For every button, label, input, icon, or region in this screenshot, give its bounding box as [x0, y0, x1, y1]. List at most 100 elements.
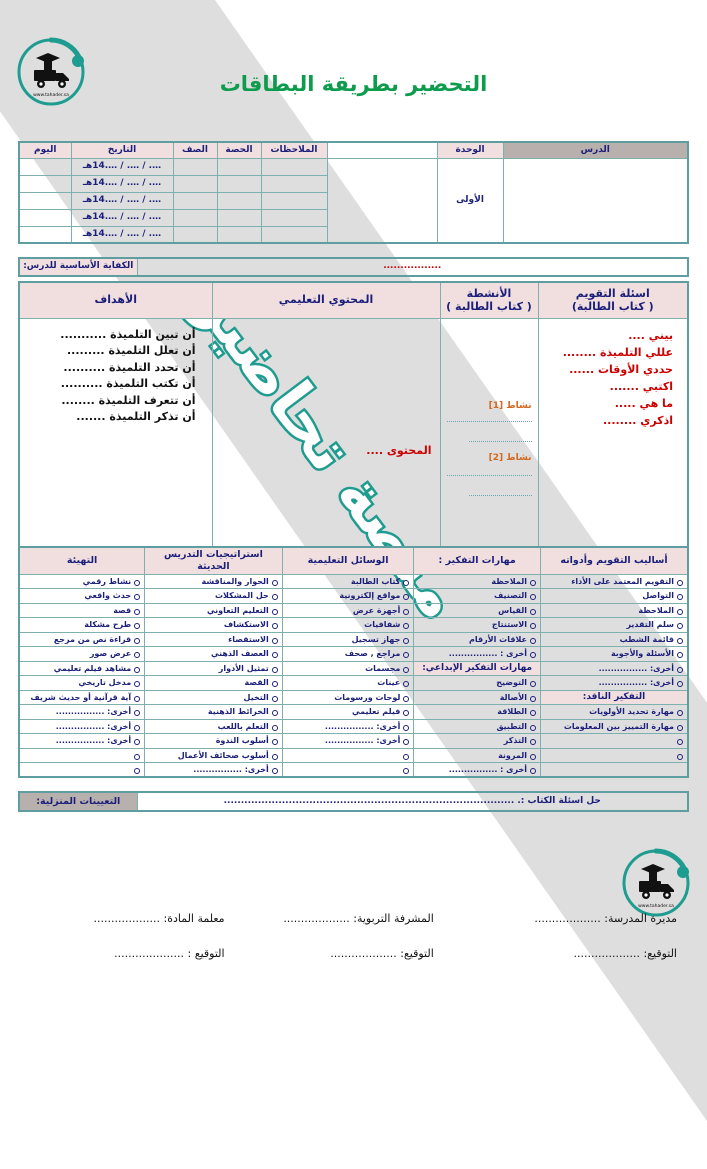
warmup-item-checkbox[interactable]: نشاط رقمي	[18, 573, 146, 590]
teaching-aid-checkbox[interactable]: فيلم تعليمي	[281, 704, 415, 720]
thinking-skill-checkbox[interactable]: أخرى : ................	[413, 646, 541, 662]
day-cell[interactable]	[18, 225, 72, 244]
notes-cell[interactable]	[260, 208, 328, 227]
teaching-aid-checkbox[interactable]	[281, 762, 415, 778]
teaching-aid-checkbox[interactable]: كتاب الطالبة	[281, 573, 415, 590]
thinking-skill-checkbox[interactable]: علاقات الأرقام	[413, 631, 541, 648]
thinking-skill-checkbox[interactable]: القياس	[413, 602, 541, 619]
signature-dots[interactable]: ...................	[93, 912, 160, 925]
period-cell[interactable]	[216, 157, 262, 176]
lesson-value-cell[interactable]	[502, 157, 689, 244]
period-cell[interactable]	[216, 191, 262, 210]
date-cell[interactable]: …. / …. / ….14هـ	[70, 157, 174, 176]
teaching-strategy-checkbox[interactable]: أخرى: ................	[144, 762, 283, 778]
day-cell[interactable]	[18, 157, 72, 176]
date-cell[interactable]: …. / …. / ….14هـ	[70, 174, 174, 193]
teaching-aid-checkbox[interactable]: شفافيات	[281, 617, 415, 633]
warmup-item-checkbox[interactable]: آية قرآنية أو حديث شريف	[18, 689, 146, 706]
notes-cell[interactable]	[260, 174, 328, 193]
warmup-item-checkbox[interactable]	[18, 762, 146, 778]
date-cell[interactable]: …. / …. / ….14هـ	[70, 208, 174, 227]
teaching-strategy-checkbox[interactable]: التخيل	[144, 689, 283, 706]
teaching-aid-checkbox[interactable]	[281, 747, 415, 764]
evaluation-method-checkbox[interactable]	[539, 747, 689, 764]
teaching-strategy-checkbox[interactable]: الخرائط الذهنية	[144, 704, 283, 720]
date-cell[interactable]: …. / …. / ….14هـ	[70, 191, 174, 210]
teaching-aid-checkbox[interactable]: مواقع إلكترونية	[281, 588, 415, 604]
evaluation-method-checkbox[interactable]: الأسئلة والأجوبة	[539, 646, 689, 662]
teaching-aid-checkbox[interactable]: لوحات ورسومات	[281, 689, 415, 706]
teaching-strategy-checkbox[interactable]: الاستكشاف	[144, 617, 283, 633]
teaching-strategy-checkbox[interactable]: الحوار والمناقشة	[144, 573, 283, 590]
warmup-item-checkbox[interactable]: طرح مشكلة	[18, 617, 146, 633]
evaluation-questions-cell[interactable]: بيني .... عللي التلميذة ........ حددي ال…	[537, 317, 689, 564]
signature-dots[interactable]: ...................	[573, 947, 640, 960]
teaching-strategy-checkbox[interactable]: التعلم باللعب	[144, 718, 283, 735]
teaching-aid-checkbox[interactable]: مجسمات	[281, 660, 415, 677]
class-cell[interactable]	[172, 208, 218, 227]
homework-value[interactable]: حل اسئلة الكتاب :. .....................…	[136, 791, 689, 812]
evaluation-method-checkbox[interactable]: سلم التقدير	[539, 617, 689, 633]
evaluation-method-checkbox[interactable]: التقويم المعتمد على الأداء	[539, 573, 689, 590]
teaching-strategy-checkbox[interactable]: التعليم التعاوني	[144, 602, 283, 619]
teaching-aid-checkbox[interactable]: مراجع , صحف	[281, 646, 415, 662]
thinking-skill-checkbox[interactable]: المرونة	[413, 747, 541, 764]
thinking-skill-checkbox[interactable]: التصنيف	[413, 588, 541, 604]
content-cell[interactable]: المحتوى ....	[211, 317, 441, 564]
day-cell[interactable]	[18, 174, 72, 193]
teaching-strategy-checkbox[interactable]: أسلوب الندوة	[144, 733, 283, 749]
thinking-skill-checkbox[interactable]: أخرى : ................	[413, 762, 541, 778]
evaluation-method-checkbox[interactable]: مهارة تحديد الأولويات	[539, 704, 689, 720]
warmup-item-checkbox[interactable]: أخرى: ................	[18, 718, 146, 735]
warmup-item-checkbox[interactable]	[18, 747, 146, 764]
class-cell[interactable]	[172, 225, 218, 244]
activities-cell[interactable]: نشاط [1] نشاط [2]	[439, 317, 539, 564]
notes-cell[interactable]	[260, 225, 328, 244]
warmup-item-checkbox[interactable]: مدخل تاريخي	[18, 675, 146, 691]
notes-cell[interactable]	[260, 157, 328, 176]
day-cell[interactable]	[18, 191, 72, 210]
warmup-item-checkbox[interactable]: أخرى: ................	[18, 704, 146, 720]
teaching-aid-checkbox[interactable]: عينات	[281, 675, 415, 691]
evaluation-method-checkbox[interactable]: مهارة التمييز بين المعلومات	[539, 718, 689, 735]
signature-dots[interactable]: ...................	[330, 947, 397, 960]
teaching-aid-checkbox[interactable]: أجهزة عرض	[281, 602, 415, 619]
warmup-item-checkbox[interactable]: أخرى: ................	[18, 733, 146, 749]
evaluation-method-checkbox[interactable]: التواصل	[539, 588, 689, 604]
signature-dots[interactable]: ...................	[283, 912, 350, 925]
evaluation-method-checkbox[interactable]: الملاحظة	[539, 602, 689, 619]
class-cell[interactable]	[172, 191, 218, 210]
teaching-strategy-checkbox[interactable]: حل المشكلات	[144, 588, 283, 604]
date-cell[interactable]: …. / …. / ….14هـ	[70, 225, 174, 244]
thinking-skill-checkbox[interactable]: الاستنتاج	[413, 617, 541, 633]
evaluation-method-checkbox[interactable]	[539, 733, 689, 749]
signature-dots[interactable]: ...................	[534, 912, 601, 925]
thinking-skill-checkbox[interactable]: الملاحظة	[413, 573, 541, 590]
teaching-strategy-checkbox[interactable]: العصف الذهني	[144, 646, 283, 662]
teaching-aid-checkbox[interactable]: أخرى: ................	[281, 718, 415, 735]
competency-value[interactable]: .................	[136, 257, 689, 277]
unit-value-cell[interactable]: الأولى	[436, 157, 504, 244]
period-cell[interactable]	[216, 174, 262, 193]
goals-cell[interactable]: أن تبين التلميذة ........... أن تعلل الت…	[18, 317, 213, 564]
signature-dots[interactable]: ....................	[114, 947, 185, 960]
evaluation-method-checkbox[interactable]: أخرى: ................	[539, 660, 689, 677]
teaching-strategy-checkbox[interactable]: أسلوب صحائف الأعمال	[144, 747, 283, 764]
class-cell[interactable]	[172, 157, 218, 176]
warmup-item-checkbox[interactable]: مشاهد فيلم تعليمي	[18, 660, 146, 677]
warmup-item-checkbox[interactable]: قصة	[18, 602, 146, 619]
warmup-item-checkbox[interactable]: عرض صور	[18, 646, 146, 662]
thinking-skill-checkbox[interactable]: التطبيق	[413, 718, 541, 735]
teaching-strategy-checkbox[interactable]: القصة	[144, 675, 283, 691]
class-cell[interactable]	[172, 174, 218, 193]
teaching-strategy-checkbox[interactable]: تمثيل الأدوار	[144, 660, 283, 677]
thinking-skill-checkbox[interactable]: التذكر	[413, 733, 541, 749]
evaluation-method-checkbox[interactable]: قائمة الشطب	[539, 631, 689, 648]
warmup-item-checkbox[interactable]: حدث واقعي	[18, 588, 146, 604]
day-cell[interactable]	[18, 208, 72, 227]
teaching-aid-checkbox[interactable]: جهاز تسجيل	[281, 631, 415, 648]
notes-cell[interactable]	[260, 191, 328, 210]
thinking-skill-checkbox[interactable]: الأصالة	[413, 689, 541, 706]
evaluation-method-checkbox[interactable]: أخرى: ................	[539, 675, 689, 691]
teaching-strategy-checkbox[interactable]: الاستقصاء	[144, 631, 283, 648]
